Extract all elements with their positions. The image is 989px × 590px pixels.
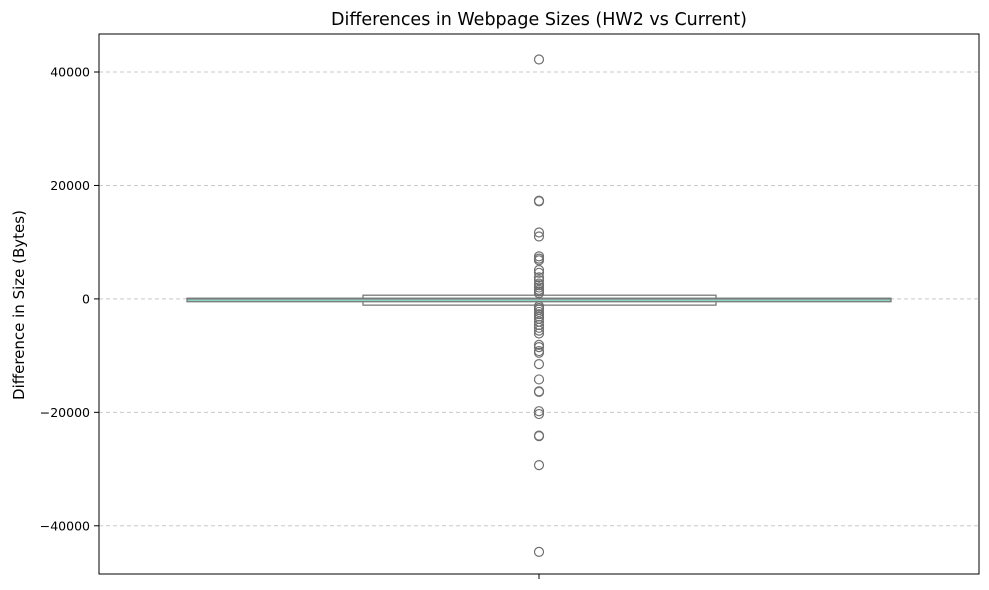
outlier-point [533,459,545,471]
outlier-point [533,386,545,398]
outlier-point [533,431,545,442]
outlier-point [533,54,545,65]
outlier-point [533,322,545,333]
y-tick-label: 0 [82,291,90,306]
y-axis-label: Difference in Size (Bytes) [10,210,28,400]
y-tick-label: 40000 [50,65,90,80]
outlier-point [533,275,545,286]
outlier-point [533,231,545,242]
y-tick-label: 20000 [50,178,90,193]
outlier-point [533,227,545,238]
outlier-point [533,347,545,358]
outlier-point [533,272,545,283]
outlier-point [533,328,545,339]
outlier-point [533,408,545,420]
outlier-point [533,546,545,557]
y-axis-ticks: 40000 20000 0 −20000 −40000 [40,65,99,533]
outlier-point [533,255,545,266]
chart-title: Differences in Webpage Sizes (HW2 vs Cur… [331,10,747,30]
outlier-point [533,406,545,417]
outlier-point [533,359,545,370]
y-tick-label: −20000 [40,405,90,420]
outliers [533,54,545,557]
outlier-point [533,342,545,353]
outlier-point [533,267,545,278]
outlier-point [533,288,545,299]
outlier-point [533,196,545,207]
outlier-point [533,374,545,385]
outlier-point [533,325,545,336]
outlier-point [533,264,545,276]
y-tick-label: −40000 [40,518,90,533]
